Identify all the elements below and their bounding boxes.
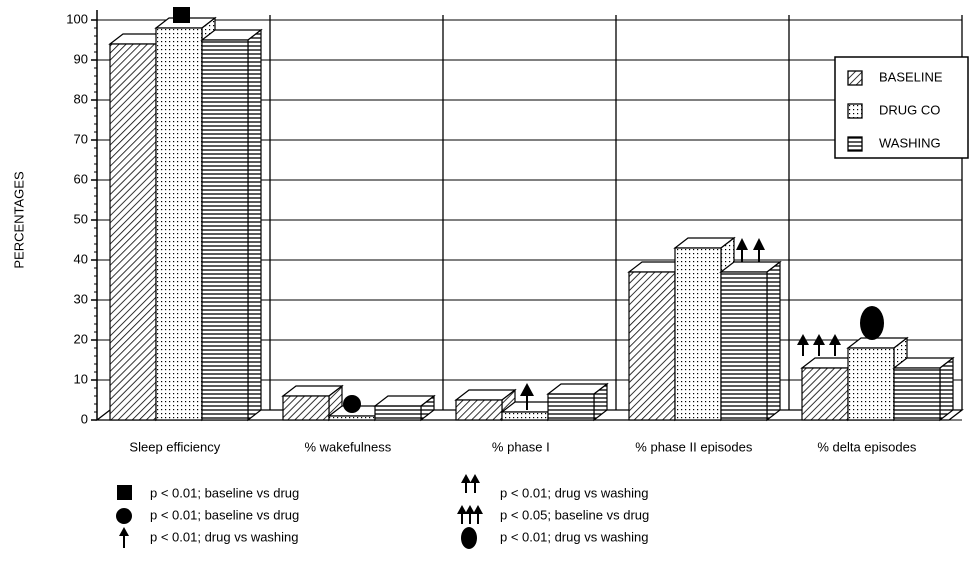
bar-front <box>674 247 722 421</box>
bar <box>892 356 955 422</box>
y-tick-label: 70 <box>74 131 88 146</box>
y-tick-label: 0 <box>81 411 88 426</box>
bar <box>719 260 782 422</box>
x-tick-label: % wakefulness <box>304 439 391 454</box>
bar <box>281 384 344 422</box>
bar-front <box>720 271 768 421</box>
oval-symbol <box>860 306 884 340</box>
bar-front <box>282 395 330 421</box>
bar-front <box>847 347 895 421</box>
plot-area: 0 10 20 30 40 50 60 70 80 90 100 Sleep efficiency % … <box>66 10 964 454</box>
y-tick-label: 60 <box>74 171 88 186</box>
bar-front <box>547 393 595 421</box>
bar <box>373 394 436 422</box>
note: p < 0.01; drug vs washing <box>500 529 649 544</box>
bar <box>200 28 263 422</box>
y-tick-label: 40 <box>74 251 88 266</box>
note: p < 0.01; baseline vs drug <box>150 507 299 522</box>
bar-front <box>801 367 849 421</box>
legend-swatch <box>847 136 863 152</box>
x-tick-label: % phase I <box>492 439 550 454</box>
bar <box>546 382 609 422</box>
circle-symbol <box>343 395 361 413</box>
y-tick-label: 20 <box>74 331 88 346</box>
legend-label: BASELINE <box>879 69 943 84</box>
square-symbol <box>173 7 190 23</box>
legend-label: DRUG CO <box>879 102 940 117</box>
x-tick-label: % phase II episodes <box>635 439 753 454</box>
y-tick-label: 80 <box>74 91 88 106</box>
legend: BASELINE DRUG CO WASHING <box>834 56 969 159</box>
triple-arrow-symbol <box>797 334 841 356</box>
y-tick-label: 100 <box>66 11 88 26</box>
legend-label: WASHING <box>879 135 941 150</box>
bar <box>327 404 390 422</box>
legend-swatch <box>847 103 863 119</box>
y-tick-label: 10 <box>74 371 88 386</box>
note: p < 0.01; baseline vs drug <box>150 485 299 500</box>
note: p < 0.01; drug vs washing <box>500 485 649 500</box>
arrow-symbol <box>520 383 534 410</box>
bar-front <box>201 39 249 421</box>
bar-side <box>247 28 262 422</box>
note-symbols <box>116 474 483 549</box>
bar-front <box>455 399 503 421</box>
bar-front <box>109 43 157 421</box>
y-tick-label: 50 <box>74 211 88 226</box>
y-tick-label: 30 <box>74 291 88 306</box>
bar-front <box>893 367 941 421</box>
double-arrow-symbol <box>736 238 765 262</box>
bar-front <box>155 27 203 421</box>
y-tick-label: 90 <box>74 51 88 66</box>
bar-front <box>374 405 422 421</box>
bar-front <box>501 411 549 421</box>
note: p < 0.05; baseline vs drug <box>500 507 649 522</box>
bar-front <box>628 271 676 421</box>
bar-front <box>328 415 376 421</box>
significance-symbols <box>173 7 884 413</box>
legend-swatch <box>847 70 863 86</box>
bar-side <box>766 260 781 422</box>
x-tick-label: Sleep efficiency <box>129 439 220 454</box>
note: p < 0.01; drug vs washing <box>150 529 299 544</box>
y-axis-label: PERCENTAGES <box>11 171 26 269</box>
bar-side <box>939 356 954 422</box>
x-tick-label: % delta episodes <box>817 439 917 454</box>
